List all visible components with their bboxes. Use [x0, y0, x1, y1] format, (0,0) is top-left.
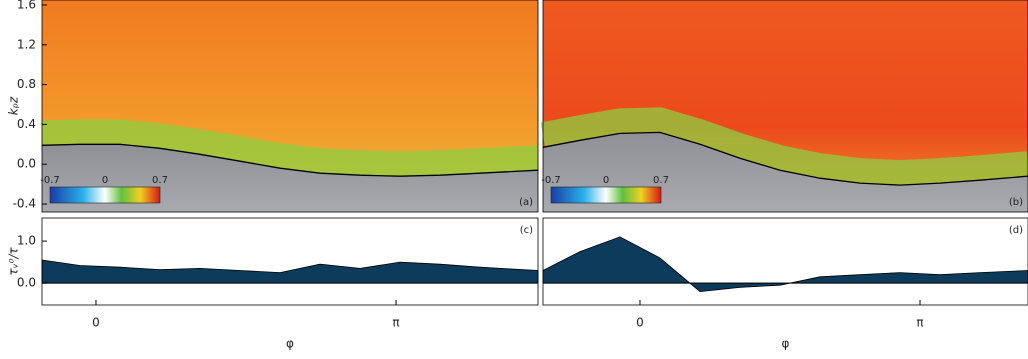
- y-tick-label: 1.2: [17, 37, 36, 51]
- colorbar-tick-label: -0.7: [541, 175, 561, 186]
- y-tick-label: 0.8: [17, 77, 36, 91]
- y-tick-label: 1.0: [17, 234, 36, 248]
- panel-frame: [542, 0, 1028, 213]
- colorbar-tick-label: 0.7: [152, 175, 168, 186]
- y-tick-label: 0.0: [17, 157, 36, 171]
- area: [542, 236, 1028, 293]
- x-tick-label: π: [916, 316, 923, 330]
- panel-frame: [542, 217, 1028, 306]
- colorbar-tick-label: -0.7: [40, 175, 60, 186]
- panel-label: (d): [1009, 225, 1023, 236]
- colorbar-tick-label: 0: [603, 175, 609, 186]
- x-axis-label: φ: [286, 337, 294, 351]
- colorbar-tick-label: 0.7: [653, 175, 669, 186]
- panel-label: (c): [520, 225, 533, 236]
- y-axis-label: τᵥ⁰/τ: [7, 247, 21, 276]
- y-tick-label: 0.4: [17, 117, 36, 131]
- x-tick-label: 0: [636, 316, 644, 330]
- y-axis-label: kₚz: [7, 96, 21, 115]
- colorbar: [49, 186, 161, 204]
- x-tick-label: π: [392, 316, 399, 330]
- near-surface-band: [540, 107, 1028, 187]
- surface-line: [41, 143, 539, 177]
- panel-frame: [41, 0, 539, 213]
- x-axis-label: φ: [782, 337, 790, 351]
- surface-line: [542, 131, 1028, 186]
- colorbar-tick-label: 0: [102, 175, 108, 186]
- near-surface-band: [41, 119, 539, 178]
- panel-label: (a): [519, 197, 533, 208]
- y-tick-label: -0.4: [13, 197, 36, 211]
- panel-frame: [41, 217, 539, 306]
- water-region: [543, 132, 1028, 212]
- colorbar: [550, 186, 662, 204]
- area: [41, 259, 539, 284]
- y-tick-label: 0.0: [17, 276, 36, 290]
- y-tick-label: 1.6: [17, 0, 36, 11]
- panel-label: (b): [1009, 197, 1023, 208]
- water-region: [42, 144, 538, 212]
- x-tick-label: 0: [92, 316, 100, 330]
